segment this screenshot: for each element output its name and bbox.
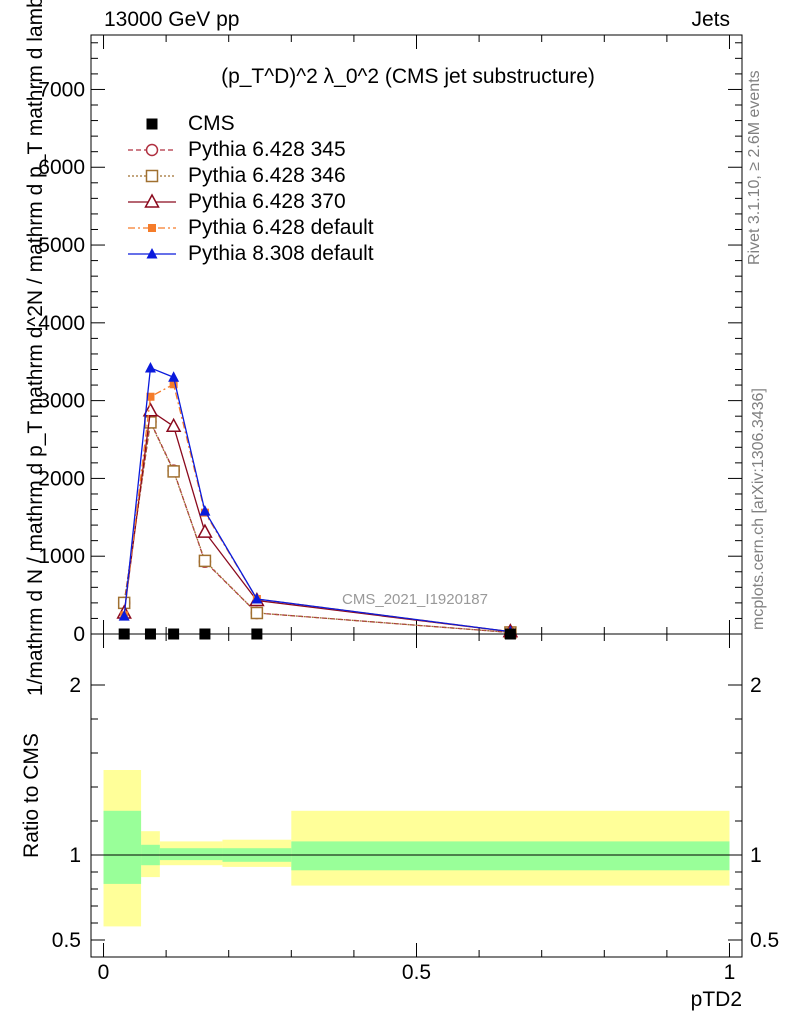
watermark: CMS_2021_I1920187: [342, 591, 488, 608]
ratio-frame: [90, 633, 743, 958]
ratio-xtick-label: 0.5: [402, 961, 431, 984]
side-notes: Rivet 3.1.10, ≥ 2.6M events mcplots.cern…: [746, 70, 767, 630]
data-point: [169, 380, 178, 389]
data-point: [118, 610, 130, 621]
legend: CMS Pythia 6.428 345 Pythia 6.428 346 Pythi…: [128, 112, 374, 265]
inner-band: [103, 810, 142, 884]
main-ytick-label: 5000: [38, 234, 85, 257]
data-point: [251, 592, 263, 604]
main-ytick-label: 4000: [38, 312, 85, 335]
inner-band: [291, 841, 730, 871]
main-title: (p_T^D)^2 λ_0^2 (CMS jet substructure): [221, 65, 595, 88]
ratio-ytick-label: 0.5: [52, 929, 81, 952]
legend-label: Pythia 6.428 346: [188, 164, 346, 187]
ratio-ytick-label: 2: [69, 674, 81, 697]
data-point: [142, 402, 159, 417]
header-left: 13000 GeV pp: [104, 8, 240, 31]
main-ytick-label: 2000: [38, 467, 85, 490]
data-point: [168, 371, 180, 382]
legend-marker: [146, 118, 158, 130]
main-ytick-label: 0: [73, 623, 85, 646]
legend-label: CMS: [188, 112, 235, 135]
series-line: [123, 409, 511, 633]
series-pythia-8-308-default: [118, 361, 516, 637]
main-ytick-label: 7000: [38, 78, 85, 101]
header-right: Jets: [691, 8, 730, 31]
main-ytick-label: 3000: [38, 390, 85, 413]
ratio-xtick-label: 1: [724, 961, 736, 984]
legend-label: Pythia 6.428 345: [188, 138, 346, 161]
series-line: [123, 367, 511, 633]
inner-band: [159, 848, 223, 861]
data-point: [197, 523, 213, 538]
main-ytick-label: 1000: [38, 545, 85, 568]
legend-marker: [148, 224, 156, 232]
ratio-ytick-label-right: 0.5: [750, 929, 779, 952]
legend-label: Pythia 8.308 default: [188, 242, 374, 265]
ratio-ytick-label-right: 1: [750, 844, 762, 867]
legend-label: Pythia 6.428 default: [188, 216, 374, 239]
legend-marker: [145, 169, 159, 183]
main-ytick-label: 6000: [38, 156, 85, 179]
ratio-ytick-label-right: 2: [750, 674, 762, 697]
main-ylabel: 1/mathrm d N / mathrm d p_T mathrm d^2N …: [24, 0, 47, 696]
rivet-note: Rivet 3.1.10, ≥ 2.6M events: [746, 70, 763, 265]
data-point: [165, 417, 182, 433]
data-point: [144, 361, 156, 373]
ratio-xlabel: pTD2: [691, 988, 742, 1011]
legend-label: Pythia 6.428 370: [188, 190, 346, 213]
legend-marker: [144, 193, 160, 208]
data-point: [167, 465, 180, 478]
legend-marker: [145, 143, 159, 157]
data-point: [146, 392, 155, 401]
data-point: [199, 505, 211, 516]
data-point: [198, 554, 212, 568]
data-point: [250, 606, 264, 620]
ratio-panel: 0.5 0.5 1 1 2 2 0 0.5 1 Ratio to CMS pTD2: [20, 633, 779, 1011]
legend-marker: [146, 248, 158, 259]
mcplots-note: mcplots.cern.ch [arXiv:1306.3436]: [750, 388, 767, 630]
ratio-ytick-label: 1: [69, 844, 81, 867]
ratio-ylabel: Ratio to CMS: [20, 733, 43, 858]
ratio-xtick-label: 0: [98, 961, 110, 984]
